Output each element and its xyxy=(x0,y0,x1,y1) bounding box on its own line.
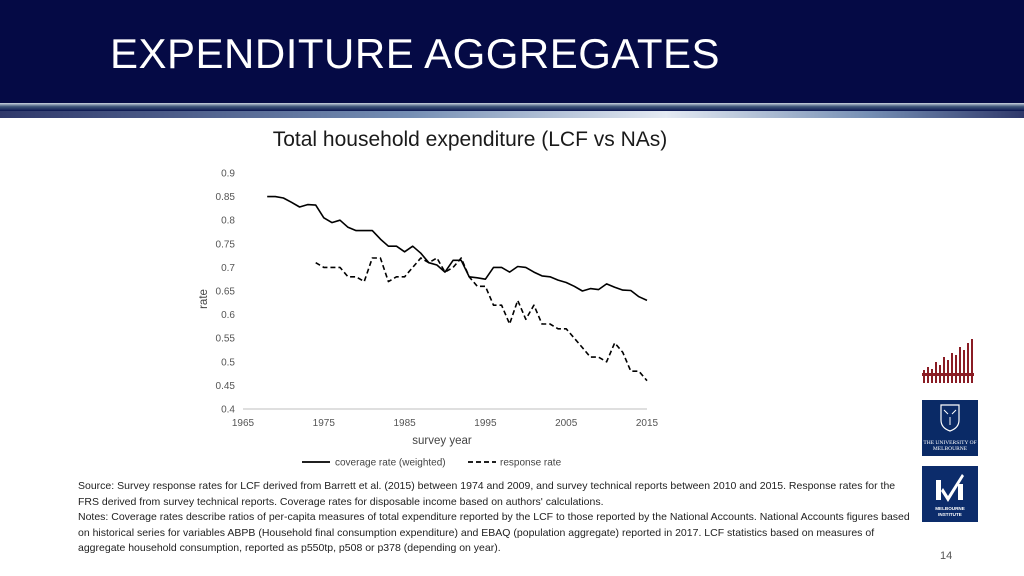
chart-legend: coverage rate (weighted) response rate xyxy=(302,458,562,469)
line-chart: 0.4 0.45 0.5 0.55 0.6 0.65 0.7 0.75 0.8 0.85 0.9 1… xyxy=(198,169,659,469)
university-logo: THE UNIVERSITY OF MELBOURNE xyxy=(922,400,978,456)
source-text: Source: Survey response rates for LCF de… xyxy=(78,480,896,508)
y-tick-label: 0.65 xyxy=(216,287,236,298)
legend-label: response rate xyxy=(500,458,562,469)
y-tick-label: 0.5 xyxy=(221,357,235,368)
institute-name-line1: MELBOURNE xyxy=(935,506,965,511)
slide-title: EXPENDITURE AGGREGATES xyxy=(110,30,721,77)
y-tick-label: 0.4 xyxy=(221,405,235,416)
y-tick-label: 0.7 xyxy=(221,263,235,274)
coverage-rate-line xyxy=(267,195,648,302)
y-tick-label: 0.55 xyxy=(216,334,236,345)
x-tick-label: 1985 xyxy=(393,418,416,429)
institute-name-line2: INSTITUTE xyxy=(938,511,962,517)
y-tick-label: 0.85 xyxy=(216,192,236,203)
x-tick-label: 2005 xyxy=(555,418,578,429)
notes-text: Notes: Coverage rates describe ratios of… xyxy=(78,511,910,554)
y-tick-label: 0.9 xyxy=(221,169,235,180)
y-tick-label: 0.6 xyxy=(221,310,235,321)
bars-logo-icon xyxy=(922,339,974,383)
institute-mark-icon xyxy=(936,474,964,502)
y-tick-label: 0.45 xyxy=(216,381,236,392)
page-number: 14 xyxy=(940,550,953,562)
university-name-line2: MELBOURNE xyxy=(932,446,968,452)
header-divider xyxy=(0,103,1024,111)
x-tick-label: 1965 xyxy=(232,418,255,429)
series-layer xyxy=(267,195,648,382)
y-axis-ticks: 0.4 0.45 0.5 0.55 0.6 0.65 0.7 0.75 0.8 0.85 0.9 xyxy=(216,169,236,416)
x-tick-label: 1995 xyxy=(474,418,497,429)
y-axis-label: rate xyxy=(198,289,210,309)
chart-title: Total household expenditure (LCF vs NAs) xyxy=(272,128,668,151)
source-notes: Source: Survey response rates for LCF de… xyxy=(78,479,918,557)
x-axis-ticks: 1965 1975 1985 1995 2005 2015 xyxy=(232,418,659,429)
institute-logo: MELBOURNE INSTITUTE xyxy=(922,466,978,522)
university-name-line1: THE UNIVERSITY OF xyxy=(923,440,977,446)
header-divider-highlight xyxy=(0,111,1024,118)
response-rate-line xyxy=(315,257,648,382)
crest-icon xyxy=(940,404,960,432)
y-tick-label: 0.75 xyxy=(216,239,236,250)
legend-label: coverage rate (weighted) xyxy=(335,458,446,469)
x-tick-label: 1975 xyxy=(313,418,336,429)
x-tick-label: 2015 xyxy=(636,418,659,429)
y-tick-label: 0.8 xyxy=(221,216,235,227)
x-axis-label: survey year xyxy=(412,435,472,447)
slide-header: EXPENDITURE AGGREGATES xyxy=(0,0,1024,103)
